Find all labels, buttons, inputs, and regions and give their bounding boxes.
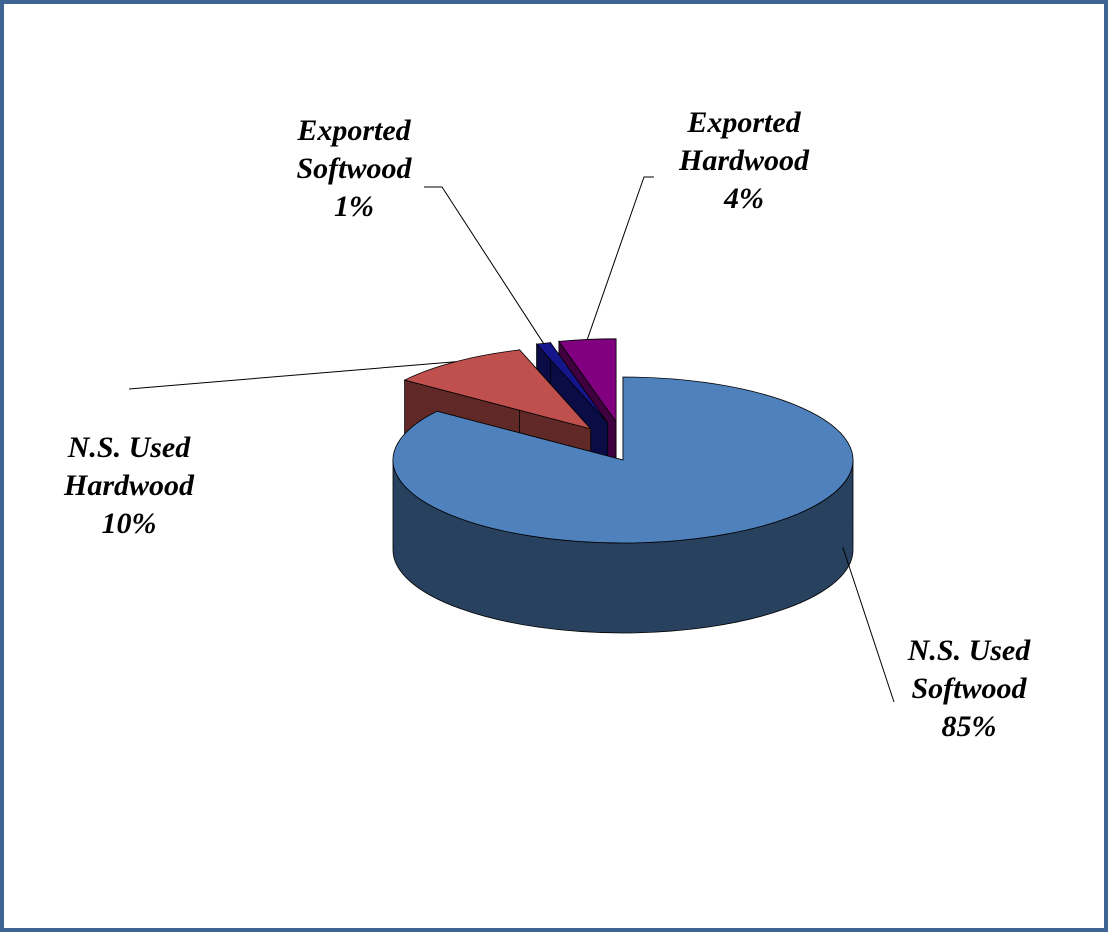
slice-top xyxy=(392,376,854,544)
slice-label: Exported Softwood 1% xyxy=(269,112,439,226)
leader-line xyxy=(424,186,544,344)
slice-value-label: 1% xyxy=(334,190,374,223)
leader-line xyxy=(128,361,456,390)
slice-value-label: 4% xyxy=(724,182,764,215)
slice-category: N.S. Used Hardwood xyxy=(63,431,195,502)
slice-label: N.S. Used Hardwood 10% xyxy=(44,429,214,543)
slice-label: Exported Hardwood 4% xyxy=(659,104,829,218)
slice-label: N.S. Used Softwood 85% xyxy=(884,632,1054,746)
pie-slice xyxy=(392,376,854,634)
chart xyxy=(128,176,895,703)
leader-line xyxy=(586,176,654,340)
slice-value-label: 10% xyxy=(101,507,157,540)
leader-line xyxy=(842,547,895,703)
slice-category: Exported Hardwood xyxy=(678,106,810,177)
slice-top xyxy=(535,342,608,424)
slice-category: Exported Softwood xyxy=(296,114,412,185)
slice-value-label: 85% xyxy=(941,710,997,743)
slice-category: N.S. Used Softwood xyxy=(907,634,1031,705)
slice-top xyxy=(558,338,617,424)
